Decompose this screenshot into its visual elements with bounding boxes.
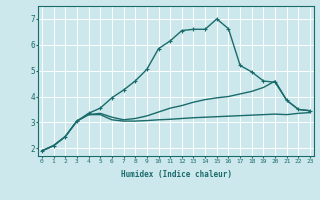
X-axis label: Humidex (Indice chaleur): Humidex (Indice chaleur) <box>121 170 231 179</box>
